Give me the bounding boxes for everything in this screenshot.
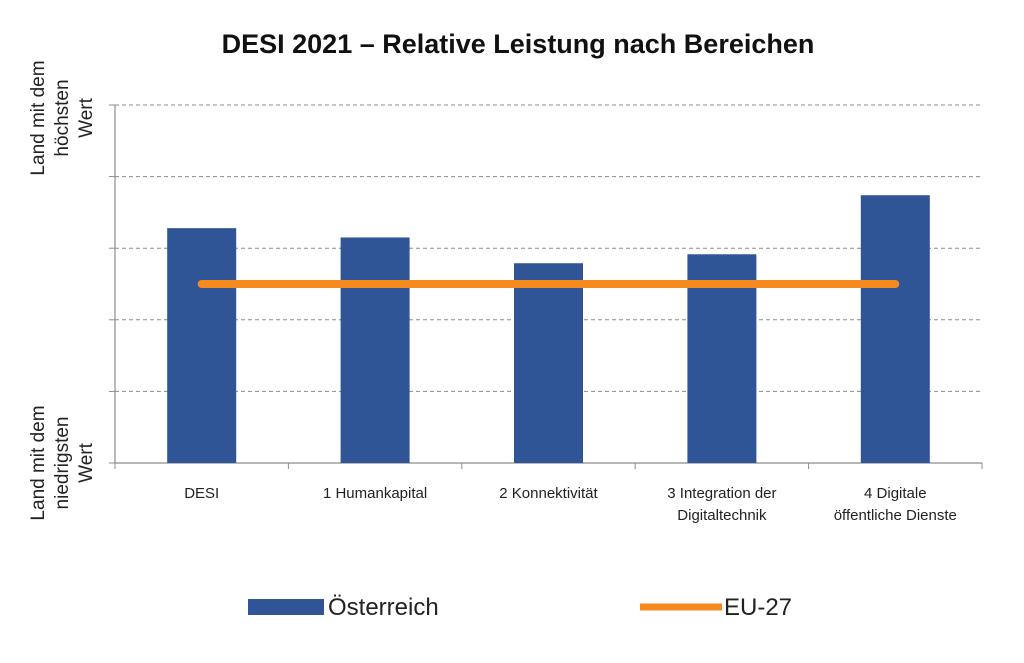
legend: Österreich EU-27 [248, 594, 792, 621]
y-label-top: Land mit dem höchsten Wert [28, 60, 97, 175]
bar [687, 254, 757, 463]
category-label: 4 Digitale öffentliche Dienste [834, 485, 957, 524]
category-label: 2 Konnektivität [499, 485, 598, 502]
y-label-bottom-text: Land mit dem niedrigsten Wert [28, 405, 97, 520]
legend-label-bar: Österreich [328, 594, 439, 621]
category-labels: DESI 1 Humankapital 2 Konnektivität 3 Integ… [184, 485, 957, 524]
legend-swatch-bar [248, 599, 324, 615]
chart-title: DESI 2021 – Relative Leistung nach Berei… [222, 29, 815, 59]
y-label-top-text: Land mit dem höchsten Wert [28, 60, 97, 175]
category-label: DESI [184, 485, 219, 502]
legend-label-line: EU-27 [724, 594, 792, 621]
bar [514, 263, 583, 463]
gridlines [115, 104, 982, 392]
y-label-bottom: Land mit dem niedrigsten Wert [28, 405, 97, 520]
y-axis-labels: Land mit dem höchsten Wert Land mit dem nied… [28, 60, 97, 520]
bar [340, 237, 410, 463]
bar-series [167, 195, 930, 463]
bar [167, 228, 237, 463]
category-label: 3 Integration der Digitaltechnik [667, 485, 776, 524]
bar [860, 195, 930, 463]
category-label: 1 Humankapital [323, 485, 427, 502]
